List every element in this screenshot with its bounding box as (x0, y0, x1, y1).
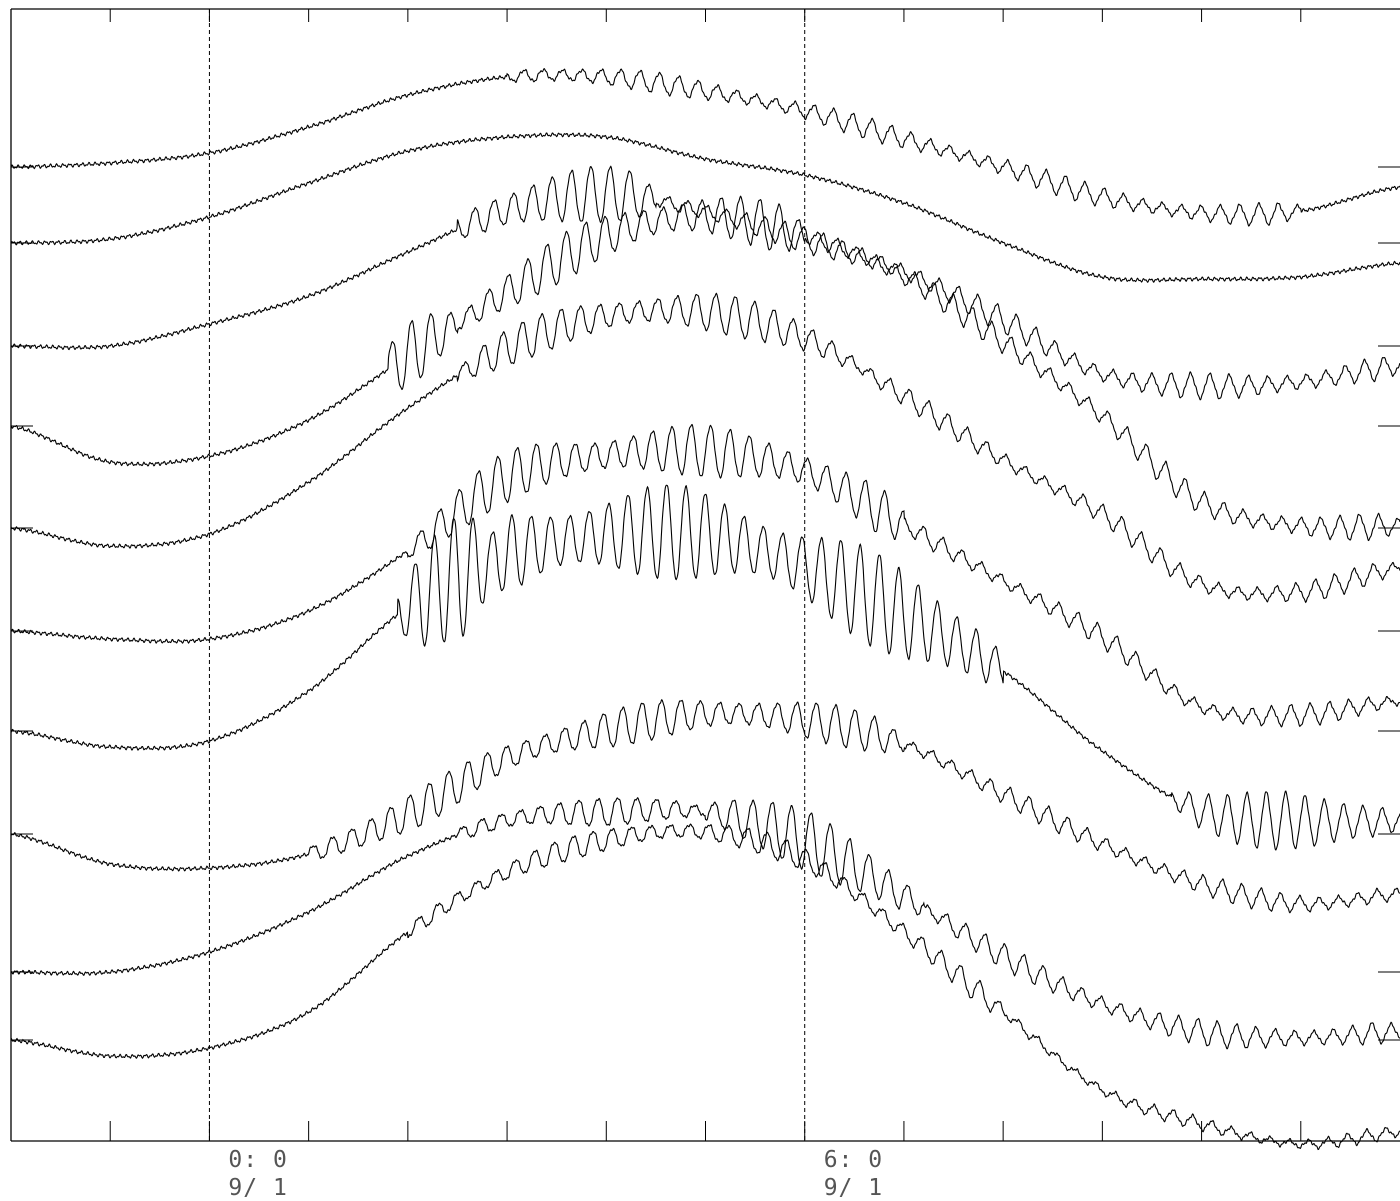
trace-1 (10, 68, 1400, 227)
trace-10 (10, 823, 1400, 1151)
traces (10, 68, 1400, 1151)
x-tick-label-date: 9/ 1 (228, 1175, 287, 1201)
trace-6 (10, 423, 1400, 728)
trace-7 (10, 484, 1400, 851)
axes (10, 8, 1400, 1142)
x-tick-label-date: 9/ 1 (824, 1175, 883, 1201)
x-tick-label-time: 0: 0 (228, 1147, 287, 1173)
trace-3 (10, 165, 1400, 401)
trace-2 (10, 132, 1400, 283)
trace-9 (10, 797, 1400, 1050)
reference-lines (208, 9, 806, 1141)
x-tick-labels: 0: 09/ 16: 09/ 1 (228, 1147, 883, 1201)
trace-4 (10, 195, 1400, 542)
trace-5 (10, 292, 1400, 604)
x-tick-label-time: 6: 0 (824, 1147, 883, 1173)
trace-8 (10, 698, 1400, 914)
